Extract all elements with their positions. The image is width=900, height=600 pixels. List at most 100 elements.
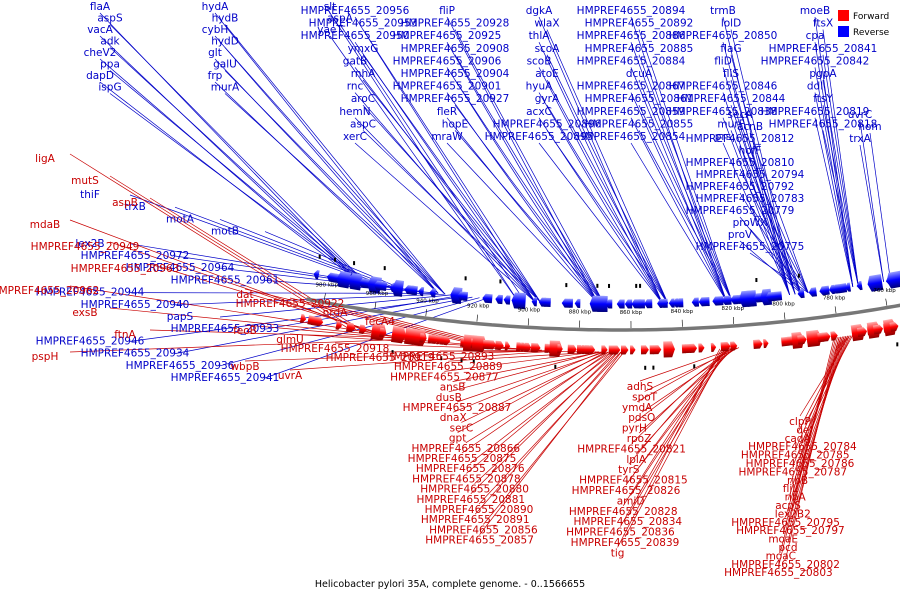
reverse-gene bbox=[808, 287, 818, 297]
gene-label: tyrS bbox=[618, 464, 640, 476]
gene-label: dcuA bbox=[626, 68, 653, 80]
gene-label: ligA bbox=[35, 153, 55, 165]
gene-label: vacA bbox=[87, 24, 113, 36]
leader-line bbox=[329, 35, 518, 301]
forward-gene bbox=[612, 345, 621, 355]
leader-line bbox=[778, 337, 835, 568]
scale-tick bbox=[374, 302, 377, 310]
leader-line bbox=[224, 47, 446, 295]
reverse-gene bbox=[392, 279, 405, 297]
gene-label: trxB bbox=[124, 201, 146, 213]
reverse-gene bbox=[482, 293, 493, 304]
leader-line bbox=[109, 241, 379, 335]
gene-label: amiD bbox=[617, 495, 645, 507]
gene-label: HMPREF4655_20794 bbox=[696, 169, 805, 181]
gene-label: wlaX bbox=[534, 18, 559, 30]
leader-line bbox=[289, 297, 491, 348]
leader-line bbox=[749, 228, 809, 293]
scale-ticks: 980 kbp 960 kbp 940 kbp 920 kbp 900 kbp 880 k… bbox=[316, 283, 896, 328]
gene-label: HMPREF4655_20866 bbox=[411, 443, 520, 455]
reverse-gene bbox=[495, 294, 504, 305]
leader-line bbox=[69, 153, 351, 330]
leader-line bbox=[224, 24, 446, 295]
gene-label: atoE bbox=[535, 68, 559, 80]
reverse-gene bbox=[886, 270, 900, 289]
gene-label: HMPREF4655_20946 bbox=[36, 335, 145, 347]
gene-label: HMPREF4655_20818 bbox=[769, 118, 878, 130]
leader-line bbox=[630, 142, 727, 301]
gene-label: dgkA bbox=[526, 5, 553, 17]
scale-tick-label: 920 kbp bbox=[467, 304, 490, 310]
leader-line bbox=[439, 350, 594, 353]
gene-label: HMPREF4655_20887 bbox=[403, 402, 512, 414]
legend-forward-label: Forward bbox=[853, 12, 889, 22]
leader-line bbox=[466, 351, 613, 474]
leader-line bbox=[730, 29, 796, 295]
legend-reverse-swatch bbox=[838, 26, 849, 37]
gene-label: lplA bbox=[626, 454, 646, 466]
gene-label: HMPREF4655_20896 bbox=[493, 118, 602, 130]
forward-gene bbox=[689, 343, 698, 353]
gene-label: thiF bbox=[80, 189, 100, 201]
gene-label: HMPREF4655_20886 bbox=[577, 30, 686, 42]
forward-gene bbox=[504, 341, 511, 351]
marker bbox=[391, 350, 394, 355]
gene-label: HMPREF4655_20884 bbox=[577, 55, 686, 67]
gene-label: aspS bbox=[97, 13, 123, 25]
gene-label: mdaB bbox=[30, 219, 61, 231]
gene-label: HMPREF4655_20841 bbox=[769, 43, 878, 55]
reverse-gene bbox=[503, 295, 511, 305]
gene-label: murF bbox=[717, 118, 744, 130]
gene-label: HMPREF4655_20859 bbox=[577, 106, 686, 118]
leader-line bbox=[749, 156, 809, 293]
gene-label: dapD bbox=[86, 70, 114, 82]
marker bbox=[596, 283, 599, 288]
marker bbox=[755, 278, 758, 283]
leader-line bbox=[478, 351, 622, 505]
gene-label: pspH bbox=[32, 351, 59, 363]
gene-label: aspA bbox=[327, 13, 354, 25]
leader-line bbox=[454, 104, 605, 305]
gene-label: HMPREF4655_20842 bbox=[761, 55, 870, 67]
genome-backbone bbox=[306, 297, 900, 332]
reverse-gene bbox=[605, 299, 613, 309]
forward-gene bbox=[335, 320, 342, 330]
reverse-gene bbox=[765, 292, 775, 302]
leader-line bbox=[822, 29, 859, 286]
gene-label: xerC bbox=[343, 131, 367, 143]
leader-line bbox=[814, 42, 854, 287]
gene-label: HMPREF4655_20856 bbox=[429, 524, 538, 536]
forward-gene bbox=[830, 331, 838, 341]
leader-line bbox=[362, 29, 541, 303]
gene-label: murA bbox=[211, 82, 240, 94]
gene-label: aspB bbox=[112, 197, 138, 209]
gene-label: ribB bbox=[787, 475, 808, 487]
gene-label: HMPREF4655_20844 bbox=[677, 93, 786, 105]
label-leader-lines bbox=[69, 12, 891, 568]
gene-label: proV bbox=[728, 229, 753, 241]
gene-label: fliS bbox=[723, 68, 740, 80]
gene-label: HMPREF4655_20834 bbox=[573, 516, 682, 528]
gene-label: hydD bbox=[211, 36, 239, 48]
marker bbox=[460, 358, 463, 363]
leader-line bbox=[630, 92, 727, 301]
scale-tick bbox=[783, 312, 786, 320]
gene-label: HMPREF4655_20784 bbox=[748, 441, 857, 453]
leader-line bbox=[638, 29, 732, 301]
legend-reverse-label: Reverse bbox=[853, 28, 890, 38]
gene-label: HMPREF4655_20876 bbox=[416, 463, 525, 475]
leader-line bbox=[214, 12, 439, 294]
forward-gene bbox=[663, 341, 675, 358]
forward-gene bbox=[379, 327, 387, 338]
gene-label: cpa bbox=[806, 30, 825, 42]
gene-label: HMPREF4655_20922 bbox=[236, 298, 345, 310]
gene-label: HMPREF4655_20941 bbox=[171, 372, 280, 384]
reverse-gene bbox=[730, 295, 739, 305]
leader-line bbox=[538, 142, 663, 304]
forward-gene bbox=[763, 338, 769, 349]
marker bbox=[318, 254, 321, 259]
gene-label: gyrA bbox=[535, 93, 560, 105]
gene-label: nrdA bbox=[323, 307, 348, 319]
leader-line bbox=[149, 263, 387, 336]
leader-line bbox=[149, 329, 408, 339]
